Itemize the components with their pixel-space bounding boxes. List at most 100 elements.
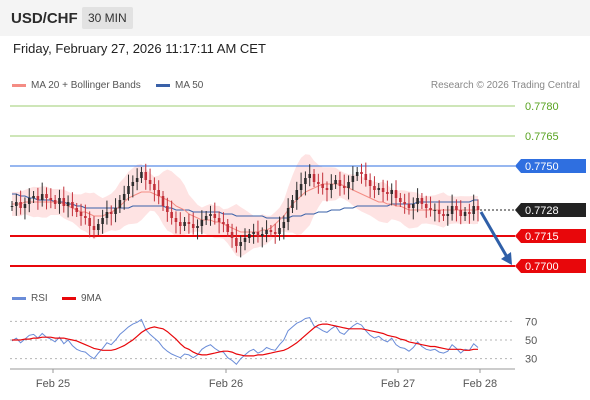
candle-body (235, 238, 238, 246)
candle (446, 205, 450, 226)
candle-body (32, 196, 35, 198)
candle-body (191, 224, 195, 228)
candle (317, 173, 320, 194)
candle (330, 174, 333, 199)
candle-body (351, 176, 355, 182)
level-label-0.7765: 0.7765 (525, 131, 559, 143)
candle (342, 174, 346, 195)
candle-body (373, 186, 376, 190)
candle-body (450, 206, 454, 214)
candle-body (204, 216, 208, 220)
candle (53, 195, 57, 209)
candle (230, 223, 234, 248)
candle (252, 223, 255, 244)
candle-body (178, 222, 182, 226)
candle-body (166, 206, 169, 212)
symbol-title: USD/CHF (11, 10, 78, 27)
candle-body (187, 222, 191, 224)
candle (178, 212, 182, 235)
candle (433, 203, 437, 222)
candle-body (75, 208, 79, 212)
candle (62, 186, 66, 213)
candle-body (286, 208, 290, 222)
candle-body (364, 174, 368, 180)
candle-body (360, 172, 363, 174)
candle (191, 212, 195, 235)
level-text: 0.7715 (525, 231, 559, 243)
candle-body (321, 184, 324, 188)
candle (420, 193, 424, 209)
candle (429, 196, 432, 217)
candle (442, 209, 445, 221)
candle (19, 190, 22, 215)
rsi-swatch (12, 296, 26, 300)
candle-body (420, 198, 424, 204)
candle (399, 193, 402, 207)
candle (114, 198, 117, 223)
candle-body (222, 222, 225, 224)
candle-body (416, 198, 419, 204)
candle-body (265, 230, 268, 234)
ma20-swatch (12, 83, 26, 87)
x-tick-label: Feb 28 (463, 378, 497, 390)
candle (209, 205, 212, 226)
legend-ma50-label: MA 50 (175, 80, 204, 91)
rsi-line (11, 317, 479, 366)
level-label-0.7700: 0.7700 (515, 259, 586, 273)
rsi-tick-label: 50 (525, 335, 537, 347)
candle (49, 188, 53, 209)
candle-body (36, 196, 40, 200)
candle-body (355, 172, 359, 176)
candle-body (127, 186, 130, 194)
candle-body (49, 198, 53, 200)
level-text: 0.7765 (525, 131, 559, 143)
candle (334, 175, 337, 189)
rsi-tick-label: 70 (525, 316, 537, 328)
candle-body (325, 188, 329, 190)
candle-body (472, 206, 475, 214)
candle (105, 200, 109, 225)
candle (403, 193, 406, 214)
candle (213, 202, 217, 225)
candle (368, 173, 372, 198)
candle (260, 227, 264, 248)
candle-body (368, 180, 372, 186)
candle-body (62, 198, 66, 206)
level-tag (515, 159, 586, 173)
candle-body (109, 212, 113, 214)
candle (312, 169, 316, 187)
x-tick-label: Feb 25 (36, 378, 70, 390)
candle-body (239, 242, 242, 246)
candle (23, 197, 27, 220)
candle (450, 194, 454, 221)
candle (235, 226, 238, 253)
candle-body (92, 226, 96, 230)
candle (92, 216, 96, 239)
legend-rsi: RSI (12, 293, 48, 304)
candle (377, 183, 381, 195)
candle-body (407, 204, 411, 208)
level-text: 0.7750 (525, 161, 559, 173)
candle (407, 192, 411, 215)
candle-body (15, 202, 18, 206)
candle-body (58, 198, 61, 204)
candle-body (411, 204, 415, 208)
candle (153, 177, 156, 202)
timeframe-button[interactable]: 30 MIN (82, 7, 133, 29)
level-label-0.7715: 0.7715 (515, 229, 586, 243)
candle (273, 223, 277, 244)
candle (476, 199, 480, 222)
candle (127, 174, 130, 201)
candle (468, 203, 471, 224)
candle (239, 235, 242, 258)
candle (166, 197, 169, 222)
candle (248, 229, 251, 243)
candle (394, 180, 398, 207)
candle (325, 181, 329, 202)
candle-body (135, 178, 139, 182)
candle (27, 188, 31, 213)
level-label-0.7780: 0.7780 (525, 101, 559, 113)
candle-body (140, 172, 143, 178)
candle-body (183, 222, 186, 226)
